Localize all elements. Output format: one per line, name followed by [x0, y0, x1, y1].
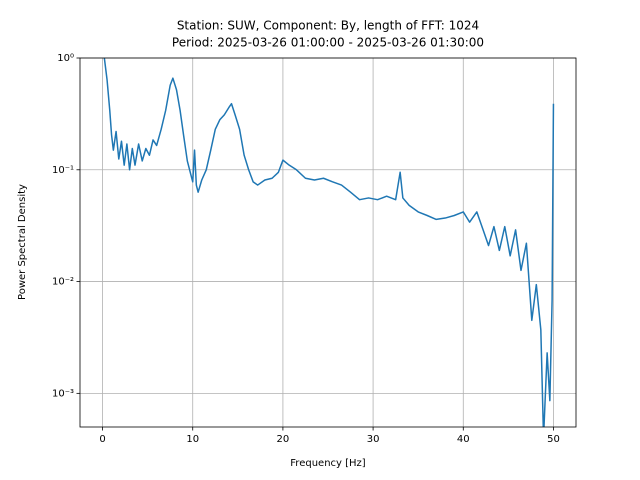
chart-title: Station: SUW, Component: By, length of F…	[177, 19, 479, 33]
x-tick-label: 0	[99, 434, 105, 445]
x-tick-label: 10	[186, 434, 199, 445]
y-tick-label: 10⁻³	[52, 388, 74, 399]
y-tick-label: 10⁻¹	[52, 165, 74, 176]
plot-frame	[79, 57, 577, 428]
y-tick-label: 10⁰	[57, 53, 74, 64]
x-axis-label: Frequency [Hz]	[290, 458, 366, 469]
y-tick-label: 10⁻²	[52, 277, 74, 288]
x-tick-label: 30	[367, 434, 380, 445]
x-tick-label: 40	[457, 434, 470, 445]
data-line	[103, 58, 555, 427]
y-axis-label: Power Spectral Density	[17, 184, 28, 300]
x-tick-label: 50	[547, 434, 560, 445]
chart-title: Period: 2025-03-26 01:00:00 - 2025-03-26…	[172, 36, 484, 50]
x-tick-label: 20	[277, 434, 290, 445]
